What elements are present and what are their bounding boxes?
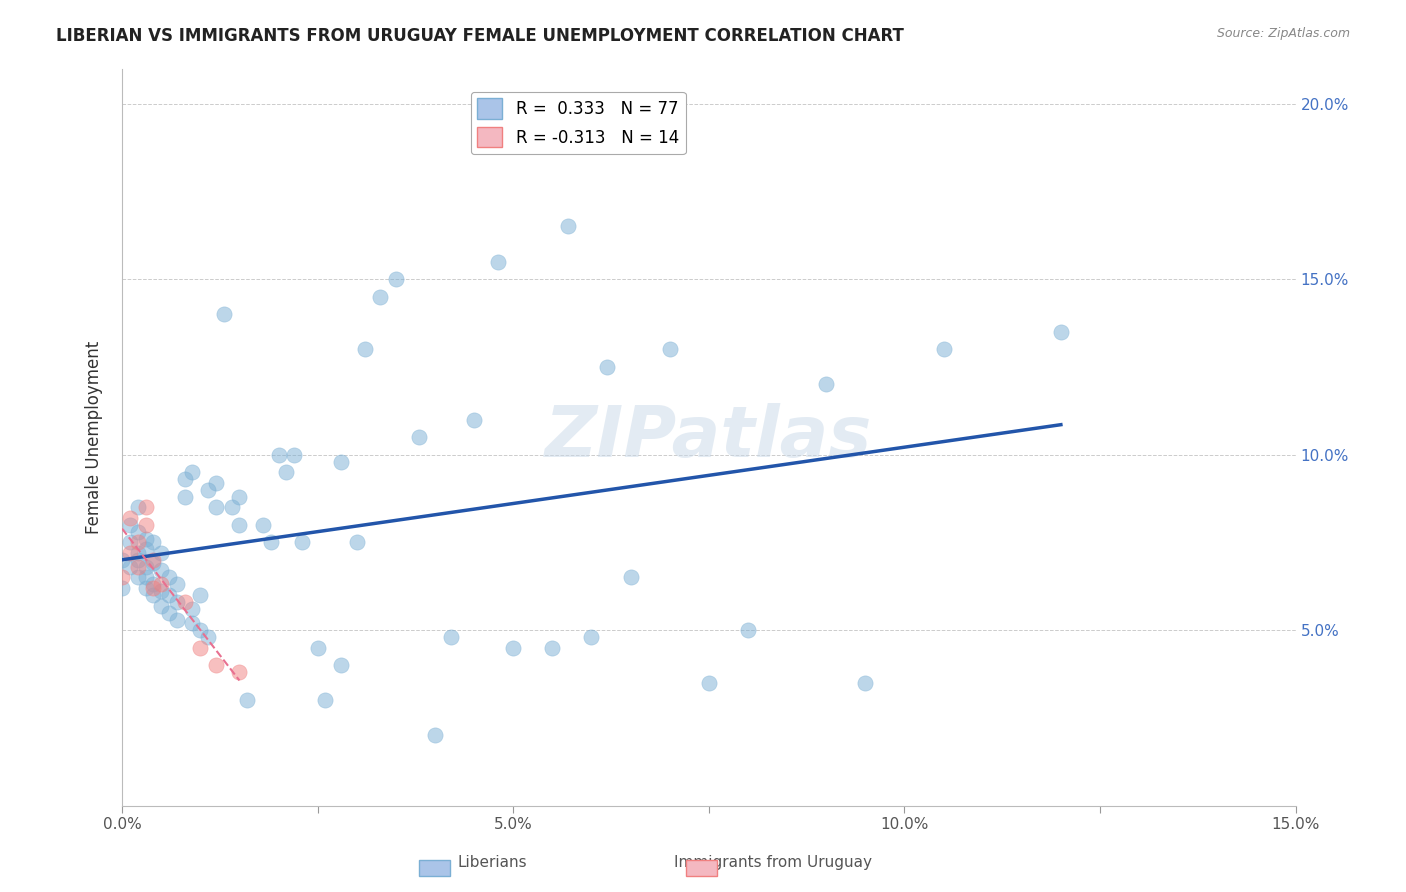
Text: Liberians: Liberians [457,855,527,870]
Point [142,557,165,571]
Legend: R =  0.333   N = 77, R = -0.313   N = 14: R = 0.333 N = 77, R = -0.313 N = 14 [471,92,686,154]
Point [197,630,219,644]
Point [205,658,228,673]
Point [173,490,195,504]
Point [283,448,305,462]
Point [134,581,156,595]
Point [221,500,243,515]
Text: Immigrants from Uruguay: Immigrants from Uruguay [675,855,872,870]
Point [385,272,408,286]
Point [228,490,250,504]
Point [118,546,141,560]
Point [181,465,204,479]
Point [619,570,641,584]
Point [815,377,838,392]
Point [127,524,149,539]
Point [127,560,149,574]
Point [557,219,579,234]
Point [134,542,156,557]
Point [541,640,564,655]
Point [134,500,156,515]
Point [853,675,876,690]
Point [291,535,314,549]
Point [181,616,204,631]
Point [181,602,204,616]
Point [252,517,274,532]
Point [150,577,173,591]
Point [205,475,228,490]
Point [697,675,720,690]
Point [127,546,149,560]
Point [314,693,336,707]
Point [150,546,173,560]
Point [127,570,149,584]
Point [260,535,283,549]
Point [368,290,391,304]
Point [212,307,235,321]
Point [173,472,195,486]
Point [142,553,165,567]
Point [150,599,173,613]
Point [197,483,219,497]
Point [188,588,211,602]
Point [150,563,173,577]
Point [463,412,485,426]
Point [228,665,250,680]
Point [142,577,165,591]
Point [1050,325,1073,339]
Point [188,640,211,655]
Point [581,630,603,644]
Point [111,581,134,595]
Point [157,606,180,620]
Point [423,728,446,742]
Point [658,343,681,357]
Point [118,560,141,574]
Point [737,623,759,637]
Point [307,640,329,655]
Point [111,570,134,584]
Point [157,588,180,602]
Point [228,517,250,532]
Point [486,254,509,268]
Point [142,535,165,549]
Point [236,693,259,707]
Point [118,517,141,532]
Point [346,535,368,549]
Point [205,500,228,515]
Point [166,595,188,609]
Point [142,581,165,595]
Point [188,623,211,637]
Point [166,613,188,627]
Point [440,630,463,644]
Point [111,553,134,567]
Point [134,570,156,584]
Point [134,560,156,574]
Text: LIBERIAN VS IMMIGRANTS FROM URUGUAY FEMALE UNEMPLOYMENT CORRELATION CHART: LIBERIAN VS IMMIGRANTS FROM URUGUAY FEMA… [56,27,904,45]
Point [157,570,180,584]
Point [267,448,290,462]
Text: Source: ZipAtlas.com: Source: ZipAtlas.com [1216,27,1350,40]
Point [127,500,149,515]
Point [330,658,353,673]
Text: ZIPatlas: ZIPatlas [546,402,873,472]
Y-axis label: Female Unemployment: Female Unemployment [86,341,103,533]
Point [353,343,375,357]
Point [502,640,524,655]
Point [118,510,141,524]
Point [173,595,195,609]
Point [134,532,156,546]
Point [142,588,165,602]
Point [330,455,353,469]
Point [127,553,149,567]
Point [118,535,141,549]
Point [276,465,298,479]
Point [150,584,173,599]
Point [932,343,955,357]
Point [134,517,156,532]
Point [127,535,149,549]
Point [408,430,430,444]
Point [166,577,188,591]
Point [596,359,619,374]
